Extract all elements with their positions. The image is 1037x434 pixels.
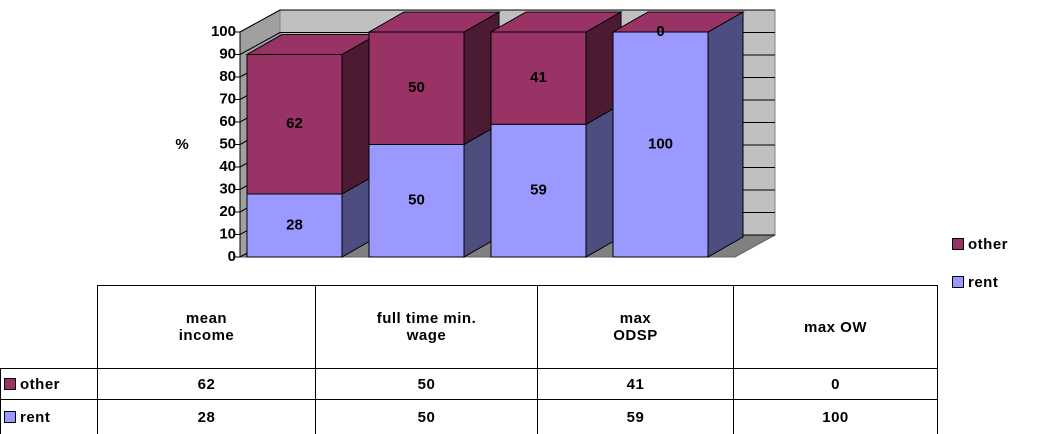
legend-item: rent: [952, 270, 1037, 294]
value-label: 100: [648, 135, 673, 152]
table-cell-text: 50: [417, 408, 436, 426]
table-swatch: [4, 378, 16, 390]
table-header: mean income: [97, 285, 316, 369]
table-cell: 50: [315, 368, 538, 400]
table-header-text: max OW: [803, 318, 867, 336]
value-label: 0: [656, 23, 664, 40]
table-cell: 0: [733, 368, 938, 400]
y-tick-label: 50: [219, 135, 236, 152]
table-row-text: rent: [20, 408, 51, 426]
bar-side: [707, 11, 744, 258]
table-swatch: [4, 411, 16, 423]
legend-label: other: [968, 235, 1008, 253]
value-label: 62: [286, 115, 303, 132]
table-cell: 41: [537, 368, 734, 400]
bar-top: [611, 11, 745, 33]
y-tick-label: 80: [219, 68, 236, 85]
grid-line: [239, 9, 775, 33]
table-row-label: rent: [0, 399, 98, 434]
table-cell-text: 41: [626, 375, 645, 393]
table-header-text: mean income: [178, 310, 235, 344]
table-header: max ODSP: [537, 285, 734, 369]
table-cell-text: 62: [197, 375, 216, 393]
table-cell: 50: [315, 399, 538, 434]
legend-label: rent: [968, 273, 999, 291]
legend-item: other: [952, 232, 1037, 256]
value-label: 59: [530, 182, 547, 199]
y-tick-label: 20: [219, 203, 236, 220]
table-cell-text: 0: [831, 375, 840, 393]
y-tick-label: 70: [219, 90, 236, 107]
value-label: 50: [408, 79, 425, 96]
y-tick-label: 10: [219, 225, 236, 242]
table-row-text: other: [20, 375, 60, 393]
table-cell: 62: [97, 368, 316, 400]
table-cell-text: 59: [626, 408, 645, 426]
table-cell-text: 28: [197, 408, 216, 426]
bar-top: [489, 11, 623, 33]
value-label: 41: [530, 69, 547, 86]
bar-segment: [246, 54, 343, 195]
y-tick-label: 40: [219, 158, 236, 175]
bar-segment: [490, 123, 587, 258]
table-cell: 59: [537, 399, 734, 434]
y-tick-label: 60: [219, 113, 236, 130]
bar-segment: [490, 31, 587, 125]
y-axis-label: %: [175, 136, 188, 153]
bar-segment: [246, 193, 343, 258]
table-row-label: other: [0, 368, 98, 400]
y-tick-label: 0: [228, 248, 236, 265]
table-header-text: full time min. wage: [376, 310, 477, 344]
legend-swatch: [952, 276, 964, 288]
table-header-text: max ODSP: [613, 310, 658, 344]
table-cell: 28: [97, 399, 316, 434]
legend-swatch: [952, 238, 964, 250]
bar-segment: [368, 144, 465, 258]
value-label: 28: [286, 216, 303, 233]
table-cell-text: 50: [417, 375, 436, 393]
y-tick-label: 100: [211, 23, 236, 40]
value-label: 50: [408, 192, 425, 209]
table-header: full time min. wage: [315, 285, 538, 369]
bar-top: [367, 11, 501, 33]
bar-segment: [368, 31, 465, 145]
bar-segment: [612, 31, 709, 258]
y-tick-label: 30: [219, 180, 236, 197]
y-tick-label: 90: [219, 45, 236, 62]
table-cell-text: 100: [822, 408, 849, 426]
table-header: max OW: [733, 285, 938, 369]
table-cell: 100: [733, 399, 938, 434]
